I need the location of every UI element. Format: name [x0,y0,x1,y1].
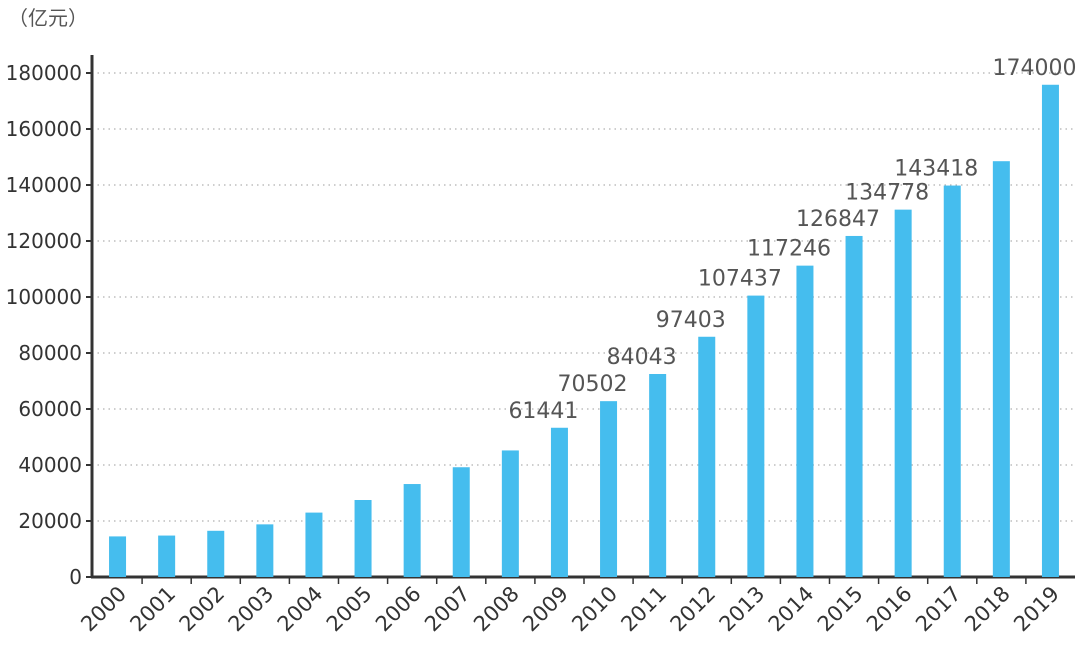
bar [796,265,814,577]
x-tick-label: 2007 [420,582,475,637]
x-tick-label: 2016 [862,582,917,637]
data-label: 174000 [992,56,1076,81]
bar [256,524,274,577]
y-tick-label: 160000 [6,117,82,141]
data-label: 61441 [508,399,578,424]
bar [845,235,863,577]
bar [747,295,765,577]
data-label: 97403 [656,308,726,333]
bar [550,427,568,577]
data-label: 117246 [747,237,831,262]
bar [501,450,519,577]
y-tick-label: 40000 [18,453,82,477]
data-label: 70502 [558,372,628,397]
bar [943,185,961,577]
data-label: 107437 [698,267,782,292]
y-tick-label: 20000 [18,509,82,533]
x-tick-label: 2002 [175,582,230,637]
y-tick-label: 80000 [18,341,82,365]
y-tick-label: 120000 [6,229,82,253]
data-label: 84043 [607,345,677,370]
x-tick-label: 2015 [813,582,868,637]
y-unit-label: （亿元） [8,6,88,30]
data-label: 134778 [845,181,929,206]
x-tick-label: 2009 [518,582,573,637]
y-tick-label: 0 [69,565,82,589]
bar [1041,84,1059,577]
bar [109,536,127,577]
bar [354,500,372,577]
x-tick-label: 2001 [125,582,180,637]
bar [158,535,176,577]
bar [600,401,618,577]
x-tick-label: 2018 [960,582,1015,637]
data-label: 126847 [796,207,880,232]
x-tick-label: 2010 [567,582,622,637]
x-tick-label: 2003 [224,582,279,637]
bar [698,336,716,577]
x-tick-label: 2004 [273,582,328,637]
y-tick-label: 140000 [6,173,82,197]
y-tick-label: 60000 [18,397,82,421]
x-tick-label: 2011 [616,582,671,637]
x-tick-label: 2017 [911,582,966,637]
bar [992,161,1010,577]
y-tick-label: 180000 [6,61,82,85]
x-tick-label: 2012 [666,582,721,637]
bar [207,530,225,577]
x-tick-label: 2014 [764,582,819,637]
bar [403,484,421,577]
bar [305,512,323,577]
x-tick-label: 2006 [371,582,426,637]
x-tick-label: 2013 [715,582,770,637]
x-tick-label: 2005 [322,582,377,637]
x-tick-label: 2000 [76,582,131,637]
x-tick-label: 2019 [1009,582,1064,637]
bar [894,209,912,577]
y-tick-label: 100000 [6,285,82,309]
bar [452,467,470,577]
x-tick-label: 2008 [469,582,524,637]
data-label: 143418 [894,157,978,182]
bar [649,374,667,577]
